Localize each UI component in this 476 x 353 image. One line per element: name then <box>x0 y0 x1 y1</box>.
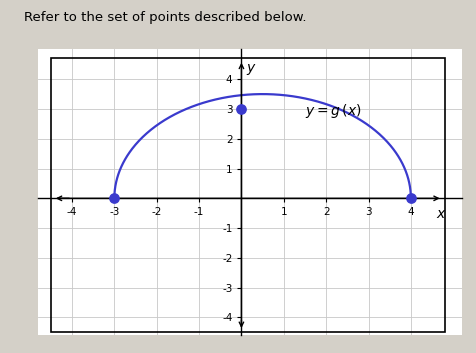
Text: Refer to the set of points described below.: Refer to the set of points described bel… <box>24 11 306 24</box>
Text: y: y <box>247 61 255 75</box>
Point <box>238 106 245 112</box>
Point <box>110 196 118 201</box>
Text: $y = g\,(x)$: $y = g\,(x)$ <box>305 102 361 120</box>
Point <box>407 196 415 201</box>
Text: x: x <box>436 207 445 221</box>
